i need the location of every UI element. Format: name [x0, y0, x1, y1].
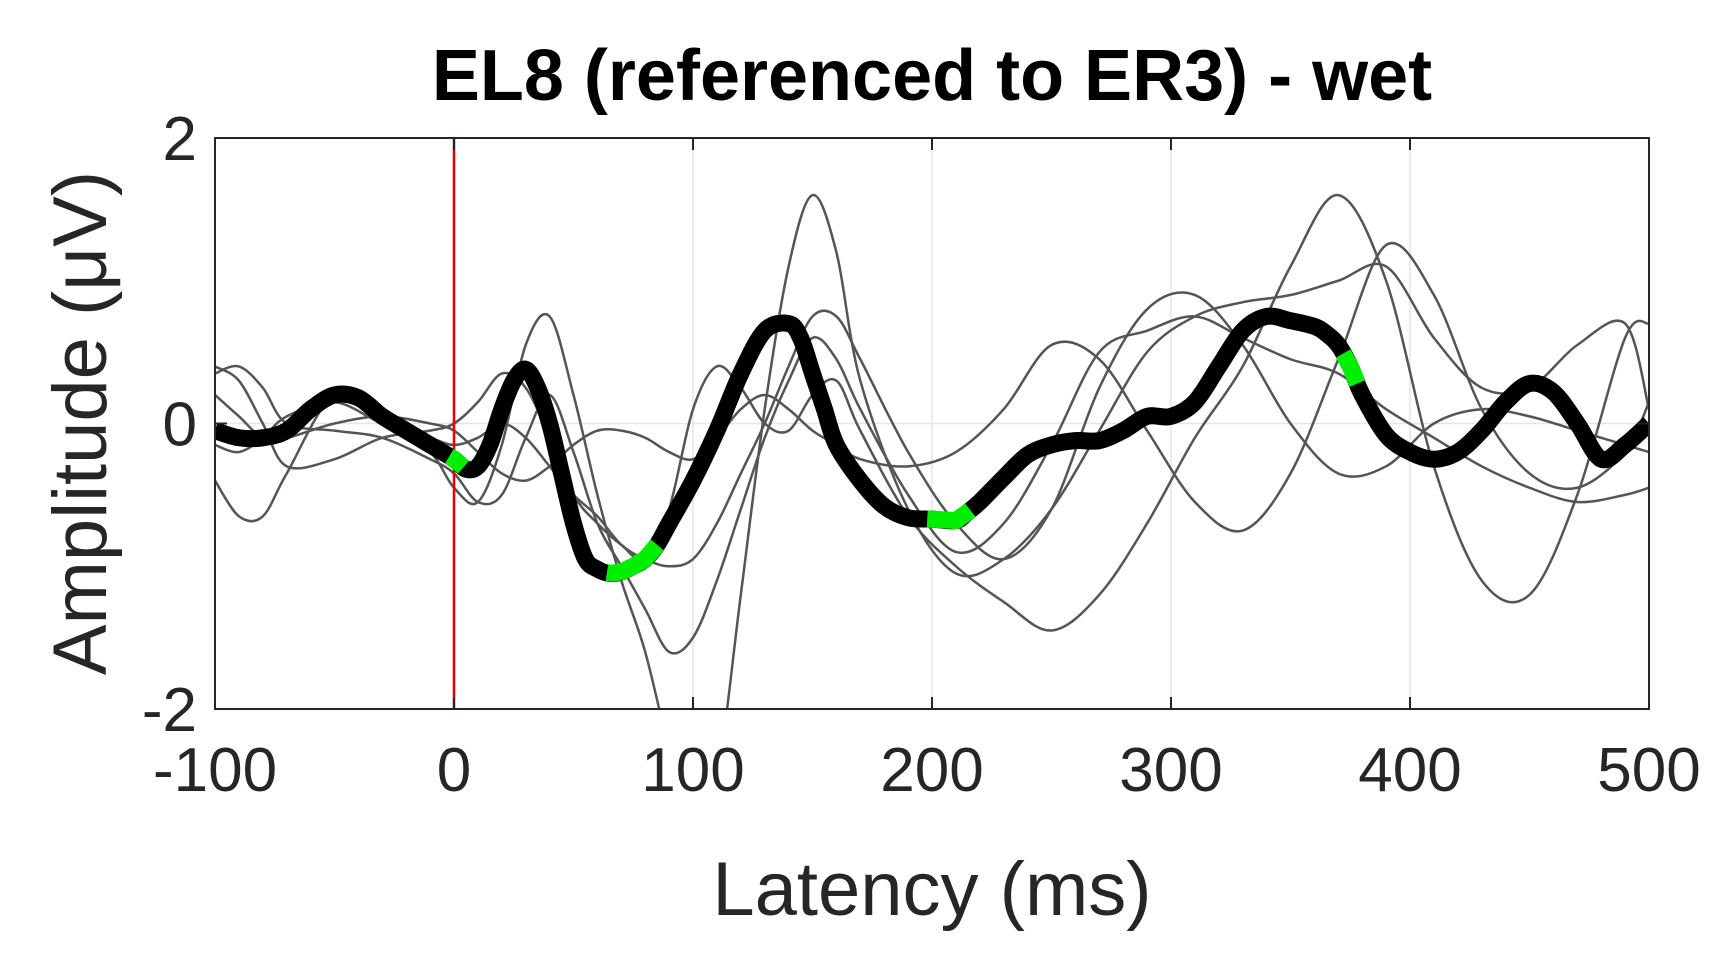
y-axis-label: Amplitude (μV)	[38, 171, 123, 675]
significant-window-2	[605, 539, 664, 582]
x-axis-label: Latency (ms)	[712, 847, 1151, 932]
x-tick-label: -100	[153, 736, 277, 805]
y-tick-label: -2	[142, 676, 197, 745]
significant-window-4	[1335, 349, 1366, 387]
chart-title: EL8 (referenced to ER3) - wet	[432, 36, 1432, 116]
x-tick-label: 400	[1358, 736, 1461, 805]
trial-line-2	[215, 193, 1649, 709]
y-tick-label: 2	[163, 105, 197, 174]
ticks: -100 0 100 200 300 400 500 -2 0 2	[142, 105, 1701, 805]
x-tick-label: 300	[1119, 736, 1222, 805]
mean-line	[215, 307, 1649, 583]
significant-window-3	[926, 503, 976, 530]
y-tick-label: 0	[163, 391, 197, 460]
trial-line-5	[215, 241, 1649, 533]
x-tick-label: 100	[641, 736, 744, 805]
x-tick-label: 200	[880, 736, 983, 805]
x-tick-label: 500	[1597, 736, 1700, 805]
significant-window-1	[444, 449, 470, 474]
x-tick-label: 0	[437, 736, 471, 805]
mean-line-group	[215, 307, 1649, 583]
